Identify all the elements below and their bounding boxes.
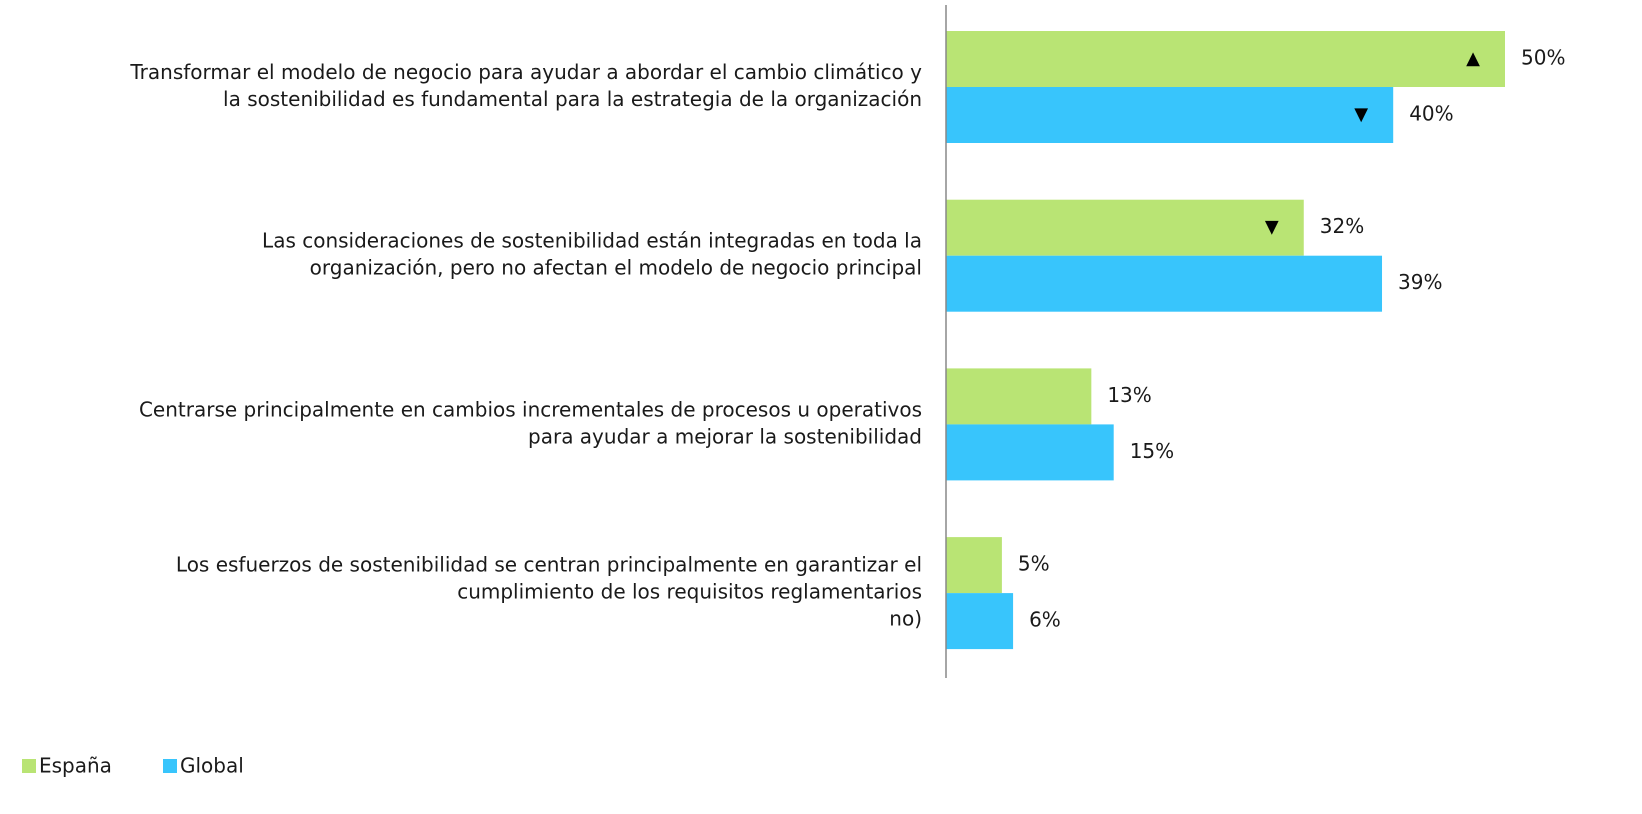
legend-swatch — [163, 759, 177, 773]
value-label: 39% — [1398, 270, 1442, 294]
legend-label: Global — [180, 754, 244, 778]
category-label: la sostenibilidad es fundamental para la… — [223, 87, 922, 111]
bar — [946, 87, 1394, 143]
bar — [946, 593, 1014, 650]
value-label: 13% — [1107, 383, 1151, 407]
change-marker: ▲ — [1466, 48, 1480, 69]
bar — [946, 537, 1002, 594]
change-marker: ▼ — [1265, 217, 1279, 238]
category-label: cumplimiento de los requisitos reglament… — [457, 580, 922, 604]
value-label: 5% — [1018, 552, 1050, 576]
category-label: Los esfuerzos de sostenibilidad se centr… — [176, 553, 922, 577]
legend-label: España — [39, 754, 112, 778]
change-marker: ▼ — [1354, 104, 1368, 125]
value-label: 40% — [1409, 102, 1453, 126]
value-label: 50% — [1521, 46, 1565, 70]
bar — [946, 31, 1505, 87]
category-label: Centrarse principalmente en cambios incr… — [139, 397, 922, 421]
value-label: 32% — [1320, 214, 1364, 238]
category-label: Transformar el modelo de negocio para ay… — [129, 60, 922, 84]
legend-swatch — [22, 759, 36, 773]
value-label: 6% — [1029, 608, 1061, 632]
category-label: Las consideraciones de sostenibilidad es… — [262, 229, 922, 253]
bar — [946, 368, 1092, 425]
category-label: para ayudar a mejorar la sostenibilidad — [528, 424, 922, 448]
bar — [946, 199, 1304, 256]
category-label: no) — [889, 607, 922, 631]
category-label: organización, pero no afectan el modelo … — [310, 256, 922, 280]
bar — [946, 255, 1383, 312]
value-label: 15% — [1130, 439, 1174, 463]
bar — [946, 424, 1114, 481]
